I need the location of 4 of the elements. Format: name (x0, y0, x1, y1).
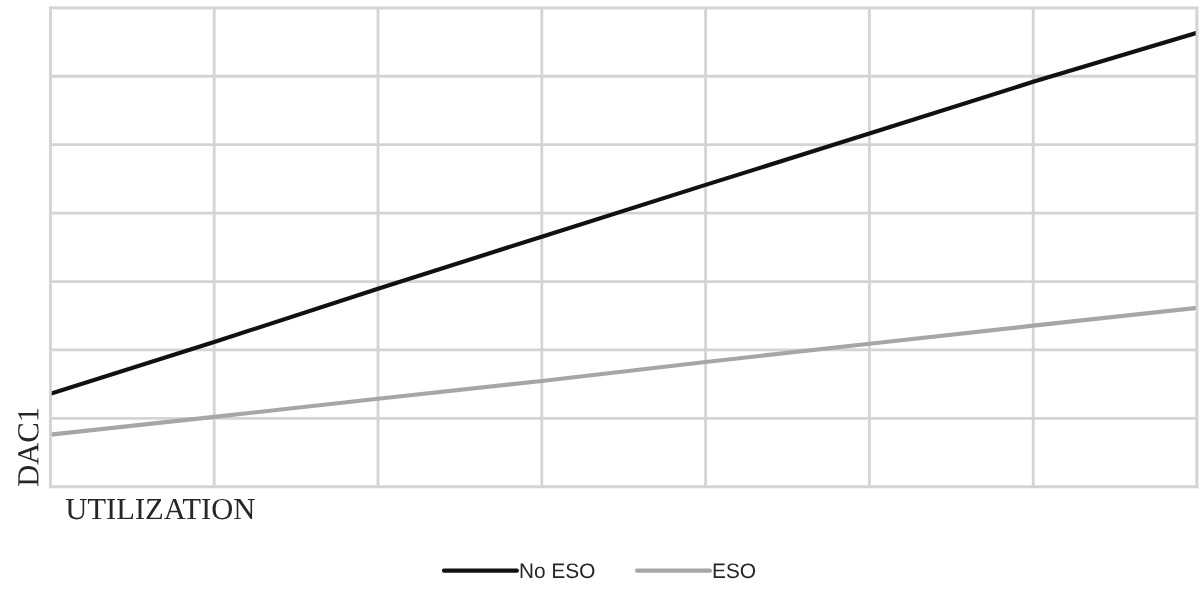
legend-label: No ESO (520, 563, 595, 579)
legend-label: ESO (713, 563, 756, 579)
y-axis-title: DAC1 (18, 408, 39, 486)
x-axis-title: UTILIZATION (65, 498, 255, 520)
